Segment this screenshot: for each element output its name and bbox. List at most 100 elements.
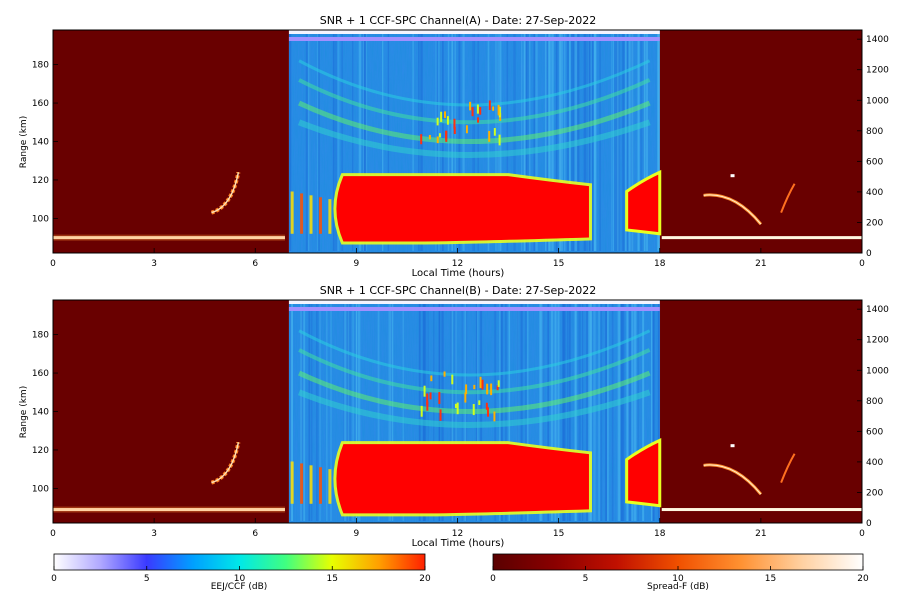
ccf-streak [650,304,653,521]
y-axis-right: 0 200 400 600 800 1000 1200 1400 [857,305,889,529]
ccf-streak [318,304,320,521]
ccf-streak [344,304,346,521]
y-axis-right: 0 200 400 600 800 1000 1200 1400 [857,35,889,259]
ccf-streak [598,304,600,521]
ccf-streak [422,304,425,521]
ccf-streak [390,304,393,521]
x-axis: 0 3 6 9 12 15 18 21 0 [50,248,865,269]
early-echo-column [309,195,313,234]
colorbar-label: EEJ/CCF (dB) [211,582,268,592]
ccf-streak [652,304,654,521]
colorbar-tick-label: 10 [672,574,684,584]
y2-tick-label: 400 [866,188,883,198]
echo-speckle [493,128,496,136]
y2-tick-label: 200 [866,488,883,498]
echo-speckle [496,385,499,391]
y2-tick-label: 1400 [866,35,889,45]
night-background-right [659,300,862,523]
ccf-streak [617,304,620,521]
ccf-echo-late [625,169,662,236]
ccf-streak [300,304,303,521]
ccf-streak [600,304,603,521]
echo-speckle [497,380,500,387]
ccf-streak [337,34,340,251]
night-layer-left-glow [53,234,285,241]
ccf-streak [521,34,523,251]
y2-tick-label: 1000 [866,96,889,106]
echo-speckle [420,134,423,145]
ccf-streak [617,34,620,251]
echo-speckle [436,117,439,126]
x-tick-label: 18 [654,529,666,539]
ccf-streak [622,34,625,251]
ccf-streak [318,304,321,521]
ccf-streak [657,34,660,251]
ccf-streak [559,34,562,251]
ccf-streak [545,34,547,251]
x-tick-label: 18 [654,259,666,269]
echo-speckle [479,376,482,389]
y-tick-label: 100 [32,214,49,224]
ccf-streak [644,34,646,251]
ccf-streak [633,304,637,521]
ccf-streak [558,34,561,251]
night-layer-left-glow [53,506,285,513]
echo-arc [298,100,651,144]
night-layer-right [661,508,862,512]
y2-tick-label: 0 [866,519,872,529]
plot-area [52,29,863,254]
ccf-streak [612,34,615,251]
echo-arc [298,348,651,395]
echo-speckle [443,111,446,118]
ccf-streak [637,304,639,521]
ccf-top-edge [288,300,660,304]
y-axis-left: 100 120 140 160 180 [32,61,58,224]
ccf-streak [616,34,618,251]
x-tick-label: 21 [755,529,766,539]
ccf-streak [290,304,292,521]
ccf-streak [377,304,380,521]
night-background-left [53,30,289,253]
ccf-streak [418,304,421,521]
colorbar-ticks: 0 5 10 15 20 [51,566,431,584]
plot-area [52,299,863,524]
echo-speckle [464,392,467,403]
colorbar-tick-label: 5 [583,574,589,584]
night-background-left [53,300,289,523]
echo-speckle [443,371,446,377]
ccf-streak [433,304,435,521]
echo-arc [297,119,651,158]
echo-speckle [439,409,442,421]
ccf-streak [535,34,538,251]
early-echo-column [290,461,294,504]
ccf-streak [288,34,292,251]
ccf-streak [309,34,311,251]
ccf-streak [645,34,649,251]
ccf-streak [516,304,519,521]
ccf-streak [557,304,560,521]
ccf-streak [643,34,645,251]
y-axis-label: Range (km) [19,386,29,438]
echo-speckle [456,402,459,415]
echo-speckle [436,136,439,144]
x-tick-label: 9 [354,259,360,269]
ccf-streak [599,34,601,251]
early-echo-column [318,197,322,234]
early-echo-column [300,193,304,234]
y-tick-label: 160 [32,369,49,379]
ccf-streak [508,304,511,521]
ccf-streak [593,304,596,521]
ccf-streak [303,304,306,521]
ccf-streak [614,34,616,251]
ccf-streak [561,34,563,251]
ccf-streak [533,34,536,251]
x-tick-label: 12 [452,259,463,269]
spread-f-spot [730,444,735,448]
echo-speckle [479,106,482,115]
echo-speckle [465,125,468,134]
y2-tick-label: 800 [866,127,883,137]
y-tick-label: 140 [32,138,49,148]
ccf-streak [605,304,607,521]
x-tick-label: 0 [50,529,56,539]
